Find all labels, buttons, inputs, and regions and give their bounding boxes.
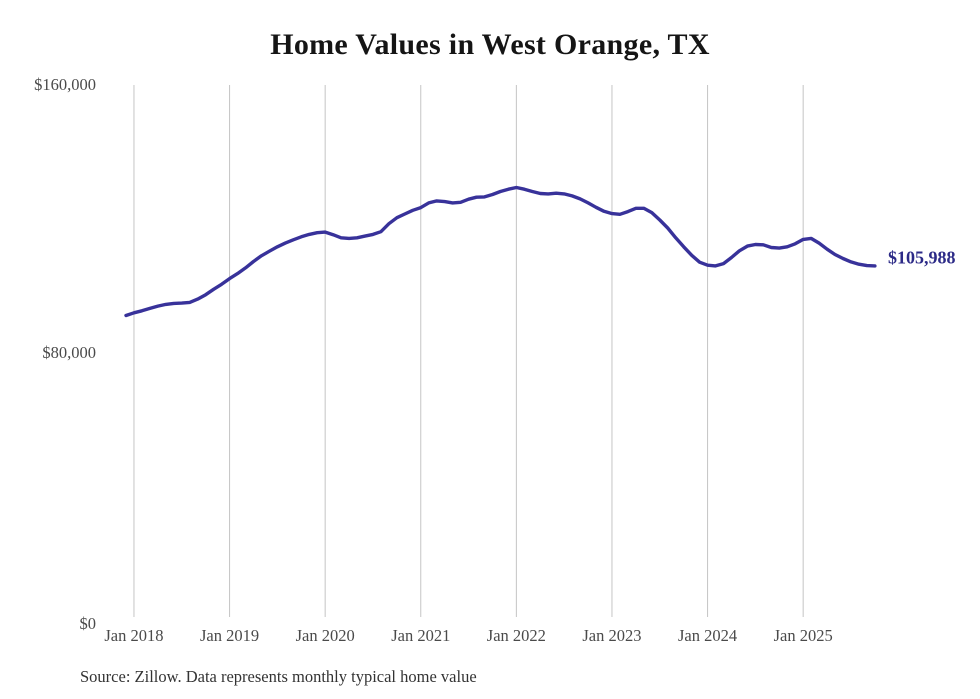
y-tick-label-160000: $160,000 <box>34 75 96 94</box>
y-tick-label-80000: $80,000 <box>42 343 96 362</box>
home-value-line-series <box>124 185 877 318</box>
latest-value-label: $105,988 <box>888 247 956 268</box>
x-tick-label-jan-2025: Jan 2025 <box>773 626 833 645</box>
source-note: Source: Zillow. Data represents monthly … <box>80 667 477 686</box>
x-tick-label-jan-2021: Jan 2021 <box>391 626 451 645</box>
chart-title: Home Values in West Orange, TX <box>270 28 710 61</box>
x-tick-label-jan-2019: Jan 2019 <box>200 626 260 645</box>
x-tick-label-jan-2023: Jan 2023 <box>582 626 642 645</box>
x-tick-label-jan-2020: Jan 2020 <box>295 626 355 645</box>
x-axis-labels: Jan 2018 Jan 2019 Jan 2020 Jan 2021 Jan 2022… <box>0 626 980 650</box>
x-tick-label-jan-2022: Jan 2022 <box>486 626 546 645</box>
y-tick-label-0: $0 <box>79 614 97 633</box>
x-tick-label-jan-2024: Jan 2024 <box>678 626 738 645</box>
x-tick-label-jan-2018: Jan 2018 <box>104 626 164 645</box>
